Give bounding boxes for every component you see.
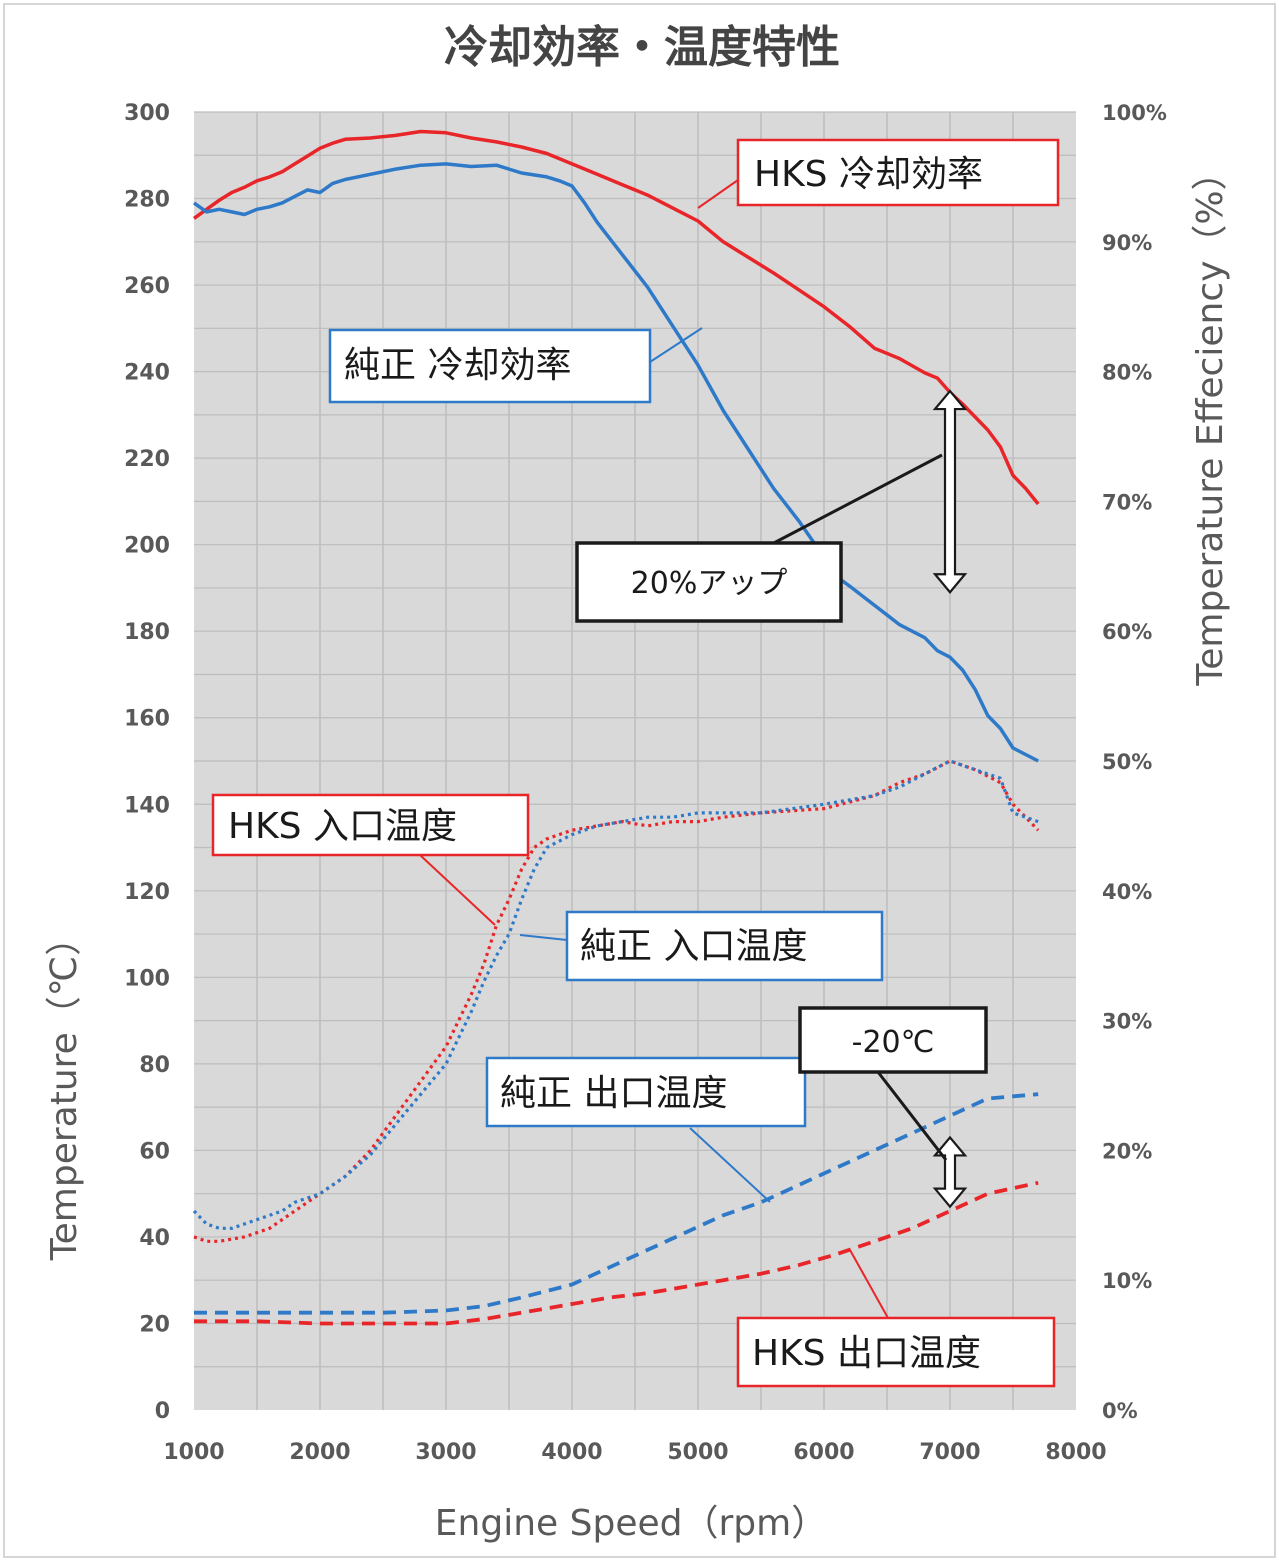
series-line [192, 129, 1040, 506]
x-tick-label: 5000 [667, 1440, 728, 1465]
series-callout-label: 純正 冷却効率 [344, 345, 571, 386]
series-line [194, 1180, 1039, 1326]
x-tick-label: 3000 [415, 1440, 476, 1465]
series-line [192, 759, 1039, 1230]
y-tick-label: 180 [124, 620, 170, 645]
y2-tick-label: 60% [1102, 620, 1152, 644]
x-tick-label: 2000 [289, 1440, 350, 1465]
y-axis-label: Temperature（℃） [44, 920, 85, 1261]
note-label: 20%アップ [631, 566, 788, 601]
note-leader [769, 453, 943, 547]
callout-leader [689, 1127, 771, 1203]
y-tick-label: 120 [124, 880, 170, 905]
y-tick-label: 260 [124, 274, 170, 299]
y-tick-label: 40 [139, 1226, 170, 1251]
y2-tick-label: 40% [1102, 880, 1152, 904]
y2-tick-label: 80% [1102, 361, 1152, 385]
series-callout-box [485, 1056, 807, 1128]
y-tick-label: 280 [124, 188, 170, 213]
series-layer [192, 129, 1040, 1326]
series-callout-box [211, 793, 530, 857]
note-box [575, 541, 843, 623]
y-tick-label: 0 [155, 1399, 170, 1424]
efficiency-gain-arrow [932, 389, 968, 594]
chart-title: 冷却効率・温度特性 [444, 22, 840, 73]
y2-tick-label: 20% [1102, 1139, 1152, 1163]
series-line [193, 759, 1040, 1243]
y2-axis-label: Temperature Effeciency（%） [1190, 154, 1231, 686]
y-tick-label: 80 [139, 1053, 170, 1078]
series-callout-label: HKS 入口温度 [228, 806, 457, 847]
y-tick-label: 60 [139, 1139, 170, 1164]
y2-tick-label: 0% [1102, 1399, 1138, 1423]
y2-tick-label: 70% [1102, 490, 1152, 514]
y2-tick-label: 100% [1102, 101, 1167, 125]
y-tick-label: 300 [124, 101, 170, 126]
axes: 0 20 40 60 80 100 120 140 160 180 200 220 240 260 280 3… [124, 101, 1167, 1465]
series-callout-box [736, 138, 1060, 207]
callout-leader [849, 1249, 889, 1319]
y-tick-label: 140 [124, 793, 170, 818]
callout-leader [697, 179, 739, 209]
y-tick-label: 160 [124, 707, 170, 732]
series-callout-label: 純正 出口温度 [500, 1073, 727, 1114]
callout-leader [419, 854, 496, 926]
note-box [798, 1006, 988, 1074]
series-line [192, 162, 1040, 763]
series-line [194, 1092, 1039, 1315]
y-tick-label: 200 [124, 534, 170, 559]
series-callout-label: 純正 入口温度 [580, 926, 807, 967]
chart-frame [3, 3, 1276, 1558]
x-tick-label: 4000 [541, 1440, 602, 1465]
y2-tick-label: 50% [1102, 750, 1152, 774]
x-tick-label: 1000 [163, 1440, 224, 1465]
series-callout-label: HKS 冷却効率 [754, 154, 983, 195]
x-tick-label: 8000 [1045, 1440, 1106, 1465]
x-axis-label: Engine Speed（rpm） [435, 1503, 827, 1544]
y-tick-label: 100 [124, 966, 170, 991]
series-callout-box [565, 910, 884, 982]
y-tick-label: 220 [124, 447, 170, 472]
callout-leader [649, 327, 703, 363]
y-tick-label: 240 [124, 361, 170, 386]
y-tick-label: 20 [139, 1312, 170, 1337]
note-leader [876, 1071, 948, 1161]
x-tick-label: 6000 [793, 1440, 854, 1465]
callout-leader [519, 934, 568, 941]
note-label: -20℃ [852, 1025, 935, 1060]
y2-tick-label: 30% [1102, 1010, 1152, 1034]
series-callout-box [736, 1316, 1056, 1388]
x-tick-label: 7000 [919, 1440, 980, 1465]
series-callout-label: HKS 出口温度 [752, 1333, 981, 1374]
y2-tick-label: 90% [1102, 231, 1152, 255]
y2-tick-label: 10% [1102, 1269, 1152, 1293]
series-callout-box [328, 328, 652, 404]
